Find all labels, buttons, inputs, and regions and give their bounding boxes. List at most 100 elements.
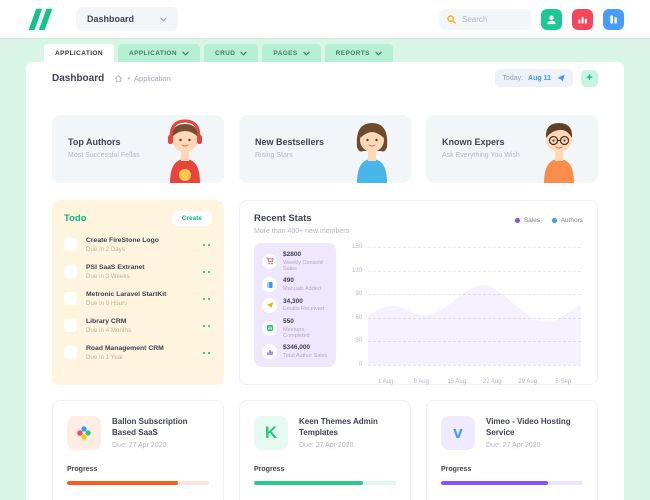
recent-stats-title: Recent Stats: [254, 213, 312, 224]
promo-cards-row: Top Authors Most Successful Fellas New B…: [26, 94, 624, 183]
breadcrumb-separator: •: [127, 73, 131, 83]
page-title: Dashboard: [52, 72, 105, 84]
chart-legend: Sales Authors: [515, 217, 583, 224]
projects-row: Ballon Subscription Based SaaS Due: 27 A…: [26, 385, 624, 500]
stats-button[interactable]: [572, 8, 593, 30]
today-label: Today:: [502, 74, 524, 82]
tab-application-active[interactable]: APPLICATION: [44, 44, 114, 62]
today-value: Aug 11: [528, 74, 551, 82]
stat-emails-received: 34,300 Emails Received: [262, 297, 328, 313]
dashboard-menu-dropdown[interactable]: Dashboard: [76, 7, 179, 31]
y-tick-label: 120: [351, 267, 362, 274]
boy-headphones-avatar: [168, 119, 202, 183]
tab-label: PAGES: [273, 49, 298, 57]
tab-label: CRUD: [214, 49, 236, 57]
user-button[interactable]: [541, 8, 562, 30]
todo-item-title: Create FireStone Logo: [86, 236, 159, 244]
promo-text: New Bestsellers Rising Stars: [239, 115, 411, 159]
todo-header: Todo Create: [64, 211, 212, 226]
x-tick-label: 8 Aug: [413, 379, 429, 385]
todo-checkbox[interactable]: [64, 319, 77, 333]
home-icon[interactable]: [114, 74, 123, 83]
search-input[interactable]: [462, 14, 522, 24]
todo-item-menu-icon[interactable]: [201, 296, 213, 303]
gridline: [368, 270, 581, 272]
todo-item-due: Due in 4 Months: [86, 327, 132, 334]
tab-pages[interactable]: PAGES: [262, 44, 321, 62]
todo-checkbox[interactable]: [64, 346, 77, 360]
stat-texts: 550 Meetups Completed: [283, 318, 328, 339]
bar-slot: [546, 247, 582, 365]
breadcrumb-link-application[interactable]: Application: [134, 73, 171, 83]
dashboard-menu-label: Dashboard: [87, 14, 135, 24]
promo-text: Known Expers Ask Everything You Wish: [426, 115, 598, 159]
app-header: Dashboard: [0, 0, 650, 38]
app-logo-icon: [28, 8, 53, 31]
y-tick-label: 0: [358, 362, 362, 368]
create-button[interactable]: Create: [171, 211, 212, 226]
todo-item: PSI SaaS Extranet Due in 3 Weeks: [64, 264, 213, 280]
today-date-chip[interactable]: Today: Aug 11: [495, 69, 573, 87]
tab-reports[interactable]: REPORTS: [324, 44, 393, 62]
project-card-ballon[interactable]: Ballon Subscription Based SaaS Due: 27 A…: [52, 400, 224, 500]
legend-sales[interactable]: Sales: [515, 217, 540, 224]
project-info: Ballon Subscription Based SaaS Due: 27 A…: [112, 416, 209, 450]
card-new-bestsellers[interactable]: New Bestsellers Rising Stars: [239, 115, 411, 183]
todo-checkbox[interactable]: [64, 265, 77, 279]
project-title: Ballon Subscription Based SaaS: [112, 417, 188, 438]
todo-texts: Create FireStone Logo Due in 2 Days: [86, 237, 201, 254]
gridline: [368, 247, 581, 248]
y-tick-label: 90: [355, 291, 362, 298]
breadcrumb: Dashboard • Application Today: Aug 11 +: [26, 62, 624, 94]
recent-stats-body: $2800 Weekly Consold Sales 490 Manuals A…: [254, 243, 583, 385]
todo-item-menu-icon[interactable]: [201, 269, 213, 276]
todo-texts: Metronic Laravel StartKit Due in 8 Hours: [86, 291, 201, 308]
chevron-down-icon: [375, 51, 382, 56]
project-due: Due: 27 Apr 2020: [112, 442, 167, 450]
add-button[interactable]: +: [581, 69, 598, 87]
tab-application-menu[interactable]: APPLICATION: [117, 44, 200, 62]
todo-checkbox[interactable]: [64, 238, 77, 252]
todo-item: Metronic Laravel StartKit Due in 8 Hours: [64, 291, 213, 308]
progress-bar: [67, 481, 209, 485]
legend-authors[interactable]: Authors: [552, 217, 583, 224]
send-icon: [557, 74, 565, 82]
todo-item-menu-icon[interactable]: [201, 350, 213, 357]
project-card-keenthemes[interactable]: K Keen Themes Admin Templates Due: 27 Ap…: [239, 400, 411, 500]
bar-slot: [510, 247, 546, 365]
project-title: Keen Themes Admin Templates: [299, 417, 378, 438]
tab-label: APPLICATION: [128, 49, 177, 57]
card-known-expers[interactable]: Known Expers Ask Everything You Wish: [426, 115, 598, 183]
stat-label: Emails Received: [283, 306, 324, 313]
project-due: Due: 27 Apr 2020: [299, 442, 354, 450]
stat-value: $346,000: [283, 344, 311, 352]
todo-item-menu-icon[interactable]: [201, 242, 213, 249]
project-info: Keen Themes Admin Templates Due: 27 Apr …: [299, 416, 396, 450]
progress-label: Progress: [441, 466, 472, 473]
todo-item-title: Metronic Laravel StartKit: [86, 290, 167, 298]
chart-y-axis: 0 30 60 90 120 150: [346, 244, 362, 368]
progress-fill: [441, 481, 548, 485]
project-card-vimeo[interactable]: v Vimeo - Video Hosting Service Due: 27 …: [426, 400, 598, 500]
gridline: [368, 365, 581, 366]
card-top-authors[interactable]: Top Authors Most Successful Fellas: [52, 115, 224, 183]
todo-item-menu-icon[interactable]: [201, 323, 213, 330]
bars-icon: [262, 344, 277, 359]
stat-label: Weekly Consold Sales: [283, 259, 323, 272]
promo-text: Top Authors Most Successful Fellas: [52, 115, 224, 159]
bar-slot: [439, 247, 475, 365]
todo-item-due: Due in 2 Days: [86, 246, 125, 253]
tab-crud[interactable]: CRUD: [203, 44, 259, 62]
bar-chart-icon: [578, 16, 587, 24]
tab-label: REPORTS: [335, 49, 370, 57]
chart-box-icon: [262, 320, 277, 336]
flower-icon: [67, 416, 101, 450]
search-box[interactable]: [439, 8, 531, 30]
y-tick-label: 30: [355, 338, 362, 345]
recent-stats-subtitle: More than 400+ new members: [254, 228, 350, 235]
tab-label: APPLICATION: [55, 49, 103, 57]
chart-bars: [368, 247, 581, 365]
stat-label: Meetups Completed: [283, 326, 310, 339]
todo-checkbox[interactable]: [64, 292, 77, 306]
layout-button[interactable]: [603, 8, 624, 30]
